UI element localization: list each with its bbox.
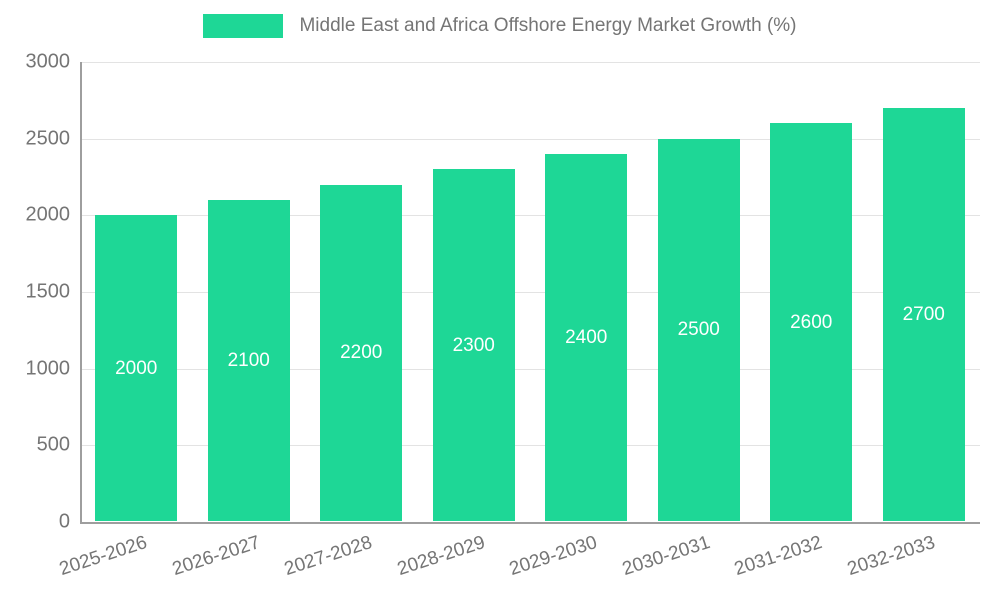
bar-value-label: 2400 — [565, 327, 608, 348]
y-axis-tick-label: 1500 — [25, 280, 71, 303]
y-axis-line — [80, 62, 82, 522]
bar-value-label: 2500 — [677, 319, 720, 341]
gridline — [80, 368, 980, 370]
bar — [882, 108, 965, 521]
bar — [770, 123, 853, 521]
chart-title: Middle East and Africa Offshore Energy M… — [299, 15, 797, 36]
gridline — [80, 445, 980, 447]
bar — [320, 184, 403, 521]
y-axis-tick-label: 0 — [58, 510, 70, 533]
bar-value-label: 2000 — [115, 357, 158, 379]
y-axis-tick-label: 2000 — [25, 203, 71, 226]
gridline — [80, 62, 980, 63]
bar-value-label: 2100 — [227, 350, 270, 371]
y-axis-tick-label: 3000 — [25, 50, 71, 73]
bar — [207, 200, 290, 521]
gridline — [80, 138, 980, 140]
legend-swatch — [203, 14, 284, 38]
bar — [95, 215, 178, 521]
bar-value-label: 2200 — [340, 342, 383, 364]
x-axis-tick-label: 2032-2033 — [844, 532, 938, 581]
bar-value-label: 2700 — [902, 304, 945, 325]
y-axis-tick-label: 2500 — [25, 127, 71, 150]
x-axis-line — [80, 522, 980, 524]
bar — [657, 138, 740, 521]
bar-value-label: 2600 — [790, 311, 833, 333]
bar — [545, 154, 628, 521]
gridline — [80, 292, 980, 293]
y-axis-tick-label: 1000 — [25, 357, 71, 380]
gridline — [80, 215, 980, 217]
bar-value-label: 2300 — [452, 334, 495, 356]
chart-legend: Middle East and Africa Offshore Energy M… — [0, 14, 1000, 38]
bar — [432, 169, 515, 521]
y-axis-tick-label: 500 — [36, 433, 70, 456]
